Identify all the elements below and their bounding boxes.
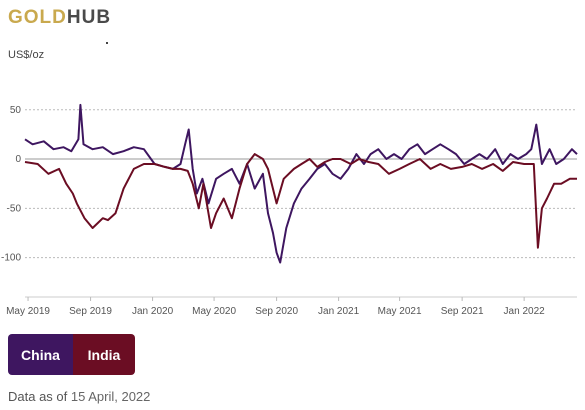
grid-layer xyxy=(25,109,577,301)
logo-hub: HUB xyxy=(66,7,112,28)
y-tick-label: -50 xyxy=(7,203,22,214)
x-tick-label: Sep 2020 xyxy=(255,306,298,317)
y-tick-label: 0 xyxy=(15,154,21,165)
series-line-china xyxy=(24,103,578,264)
x-tick-label: Sep 2021 xyxy=(441,306,484,317)
x-tick-label: May 2020 xyxy=(192,306,236,317)
goldhub-logo: GOLDHUB xyxy=(8,7,111,29)
legend: China India xyxy=(8,334,135,375)
y-tick-layer: 50 0 -50 -100 xyxy=(1,105,21,264)
line-chart: 500-50-100 May 2019 Sep 2019 Jan 2020 May 2… xyxy=(1,103,578,317)
legend-india-button[interactable]: India xyxy=(73,334,135,375)
logo-gold: GOLD xyxy=(8,7,67,28)
x-tick-layer: May 2019 Sep 2019 Jan 2020 May 2020 Sep 2020… xyxy=(6,306,545,317)
legend-china-button[interactable]: China xyxy=(8,334,73,375)
y-axis-unit-label: US$/oz xyxy=(8,49,45,61)
series-line-india xyxy=(24,153,577,249)
series-layer xyxy=(24,103,578,264)
decorative-dot xyxy=(106,42,108,44)
y-tick-label: 50 xyxy=(10,105,22,116)
x-tick-label: May 2019 xyxy=(6,306,50,317)
x-tick-label: May 2021 xyxy=(378,306,422,317)
y-tick-label: -100 xyxy=(1,253,21,264)
data-as-of-note: Data as of 15 April, 2022 xyxy=(8,389,150,404)
x-tick-label: Jan 2022 xyxy=(504,306,546,317)
x-tick-label: Jan 2020 xyxy=(132,306,174,317)
data-as-of-date: 15 April, 2022 xyxy=(70,389,151,404)
x-tick-label: Jan 2021 xyxy=(318,306,360,317)
data-as-of-prefix: Data as of xyxy=(8,389,68,404)
x-tick-label: Sep 2019 xyxy=(69,306,112,317)
